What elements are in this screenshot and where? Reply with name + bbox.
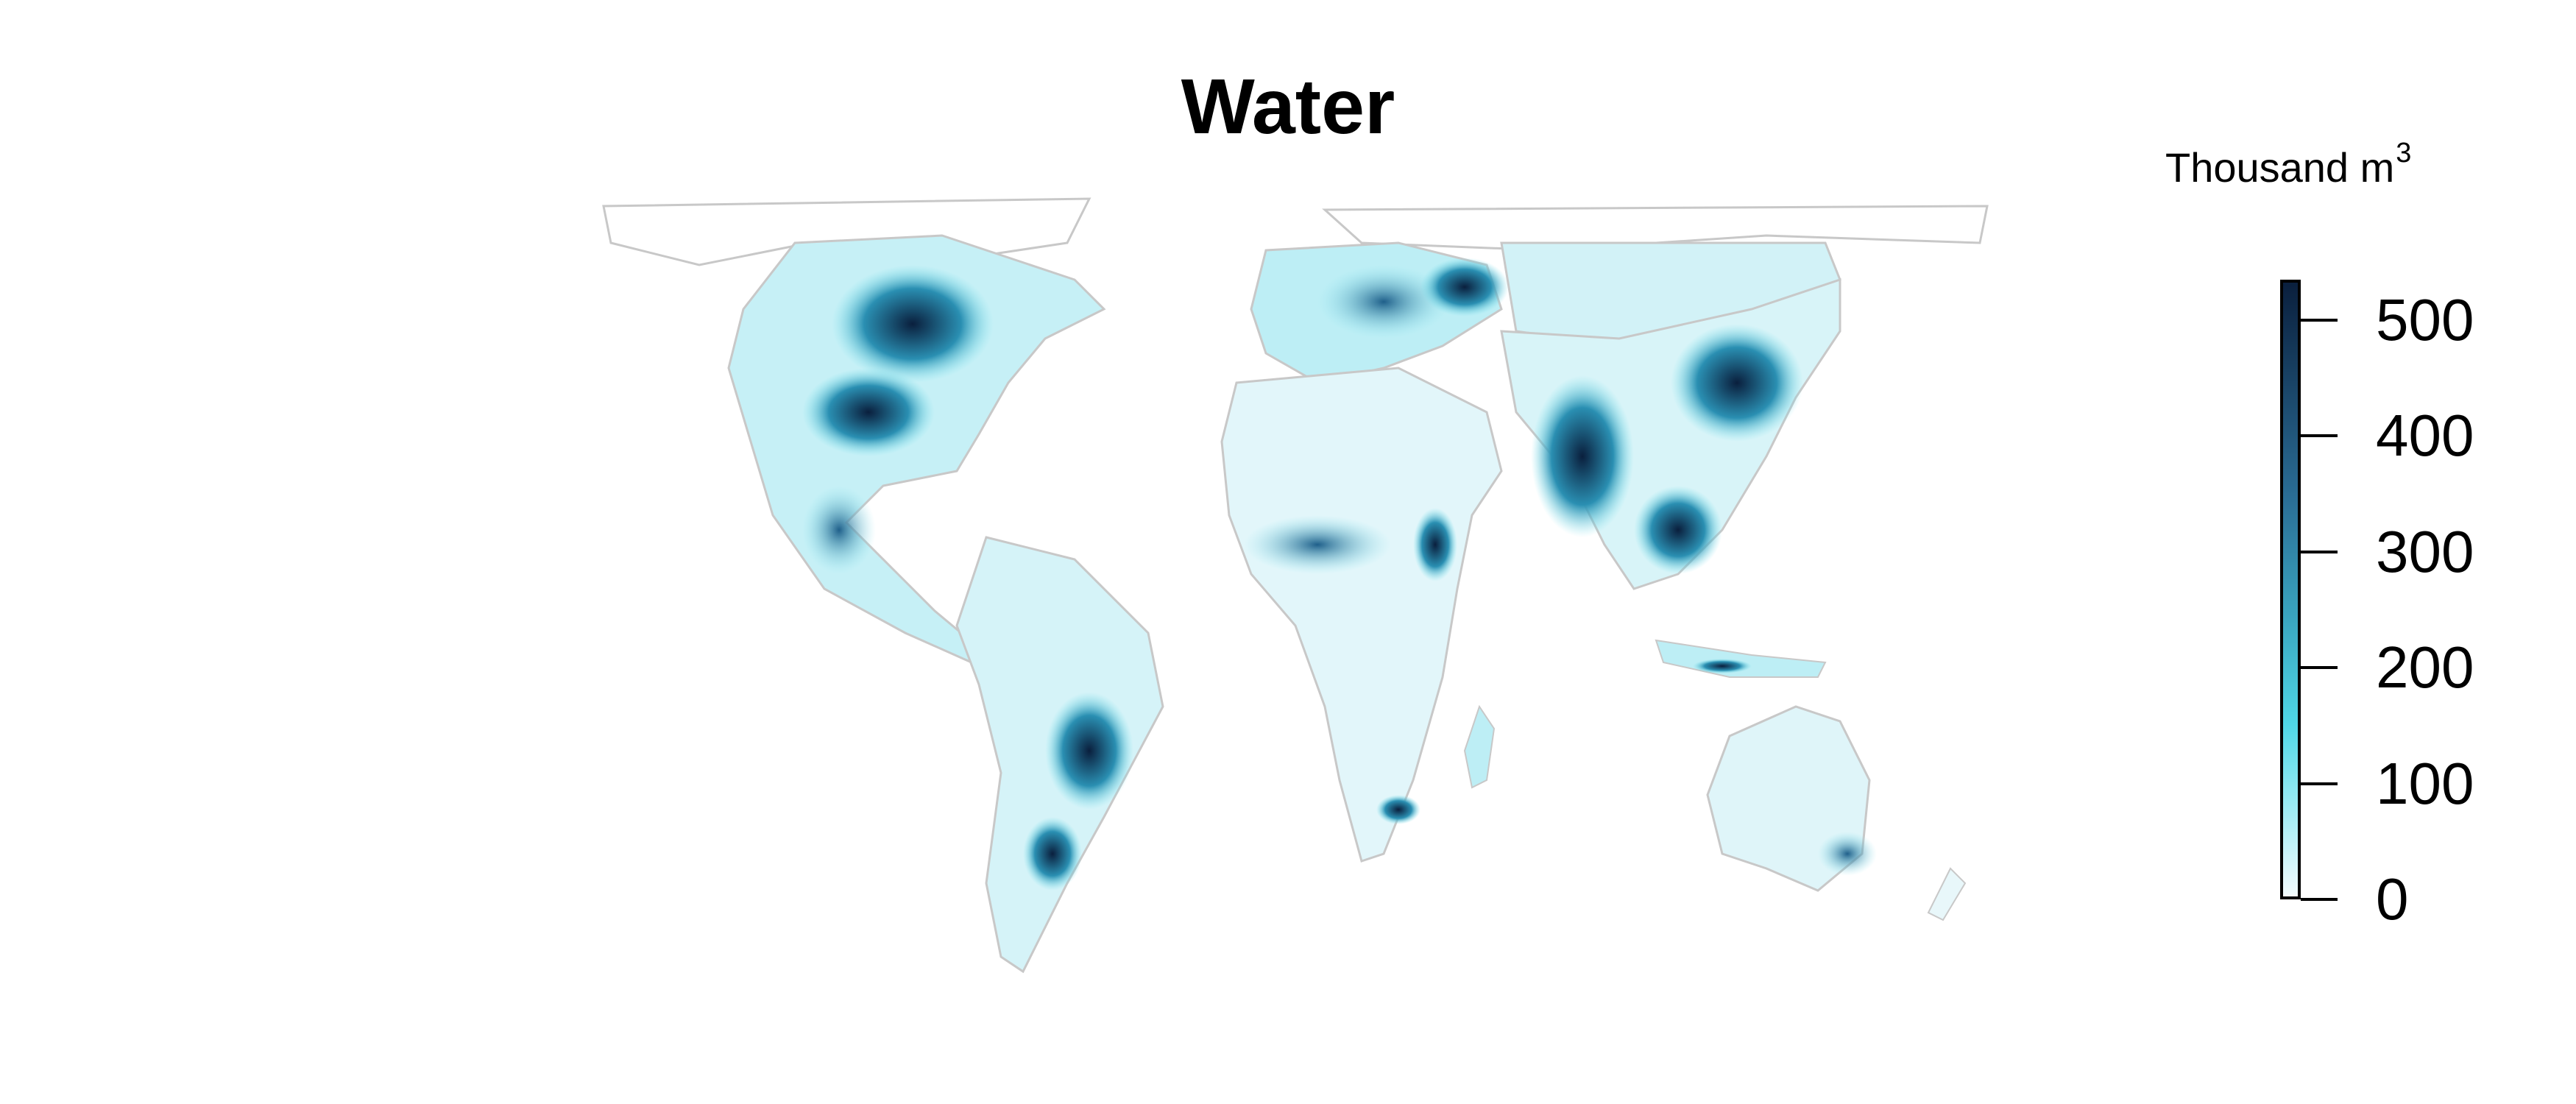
legend-tick-300 bbox=[2301, 551, 2338, 553]
legend-tick-label: 200 bbox=[2376, 634, 2474, 700]
new-zealand-region bbox=[1927, 867, 1967, 921]
java-hotspot bbox=[1693, 659, 1752, 673]
southern-africa-hotspot bbox=[1376, 795, 1420, 824]
legend-tick-0 bbox=[2301, 898, 2338, 901]
australia-hotspot bbox=[1818, 832, 1877, 876]
map-title: Water bbox=[1181, 63, 1395, 150]
legend-tick-200 bbox=[2301, 666, 2338, 669]
east-africa-hotspot bbox=[1413, 508, 1457, 581]
legend-tick-label: 100 bbox=[2376, 751, 2474, 816]
legend-unit-text: Thousand m bbox=[2165, 144, 2395, 191]
madagascar-region bbox=[1463, 704, 1496, 789]
legend-color-bar bbox=[2280, 280, 2301, 899]
china-hotspot bbox=[1671, 324, 1803, 442]
legend-tick-label: 300 bbox=[2376, 519, 2474, 584]
europe-hotspot bbox=[1317, 265, 1450, 339]
north-america-hotspot bbox=[832, 265, 994, 383]
north-america-hotspot-2 bbox=[802, 368, 935, 456]
arctic-russia-region bbox=[1322, 205, 1989, 252]
southeast-asia-hotspot bbox=[1634, 486, 1722, 574]
legend-unit-label: Thousand m3 bbox=[2165, 138, 2411, 191]
india-hotspot bbox=[1531, 375, 1634, 537]
africa-region bbox=[1220, 367, 1503, 863]
legend-unit-superscript: 3 bbox=[2396, 138, 2412, 169]
argentina-hotspot bbox=[1023, 817, 1082, 891]
mexico-hotspot bbox=[802, 486, 876, 574]
legend-tick-500 bbox=[2301, 319, 2338, 322]
west-africa-hotspot bbox=[1244, 515, 1391, 574]
legend-tick-100 bbox=[2301, 782, 2338, 785]
ukraine-hotspot bbox=[1420, 258, 1509, 316]
south-america-hotspot bbox=[1045, 692, 1133, 810]
legend-tick-400 bbox=[2301, 434, 2338, 437]
legend-tick-label: 400 bbox=[2376, 403, 2474, 468]
legend-tick-label: 500 bbox=[2376, 287, 2474, 353]
legend-tick-label: 0 bbox=[2376, 866, 2409, 932]
